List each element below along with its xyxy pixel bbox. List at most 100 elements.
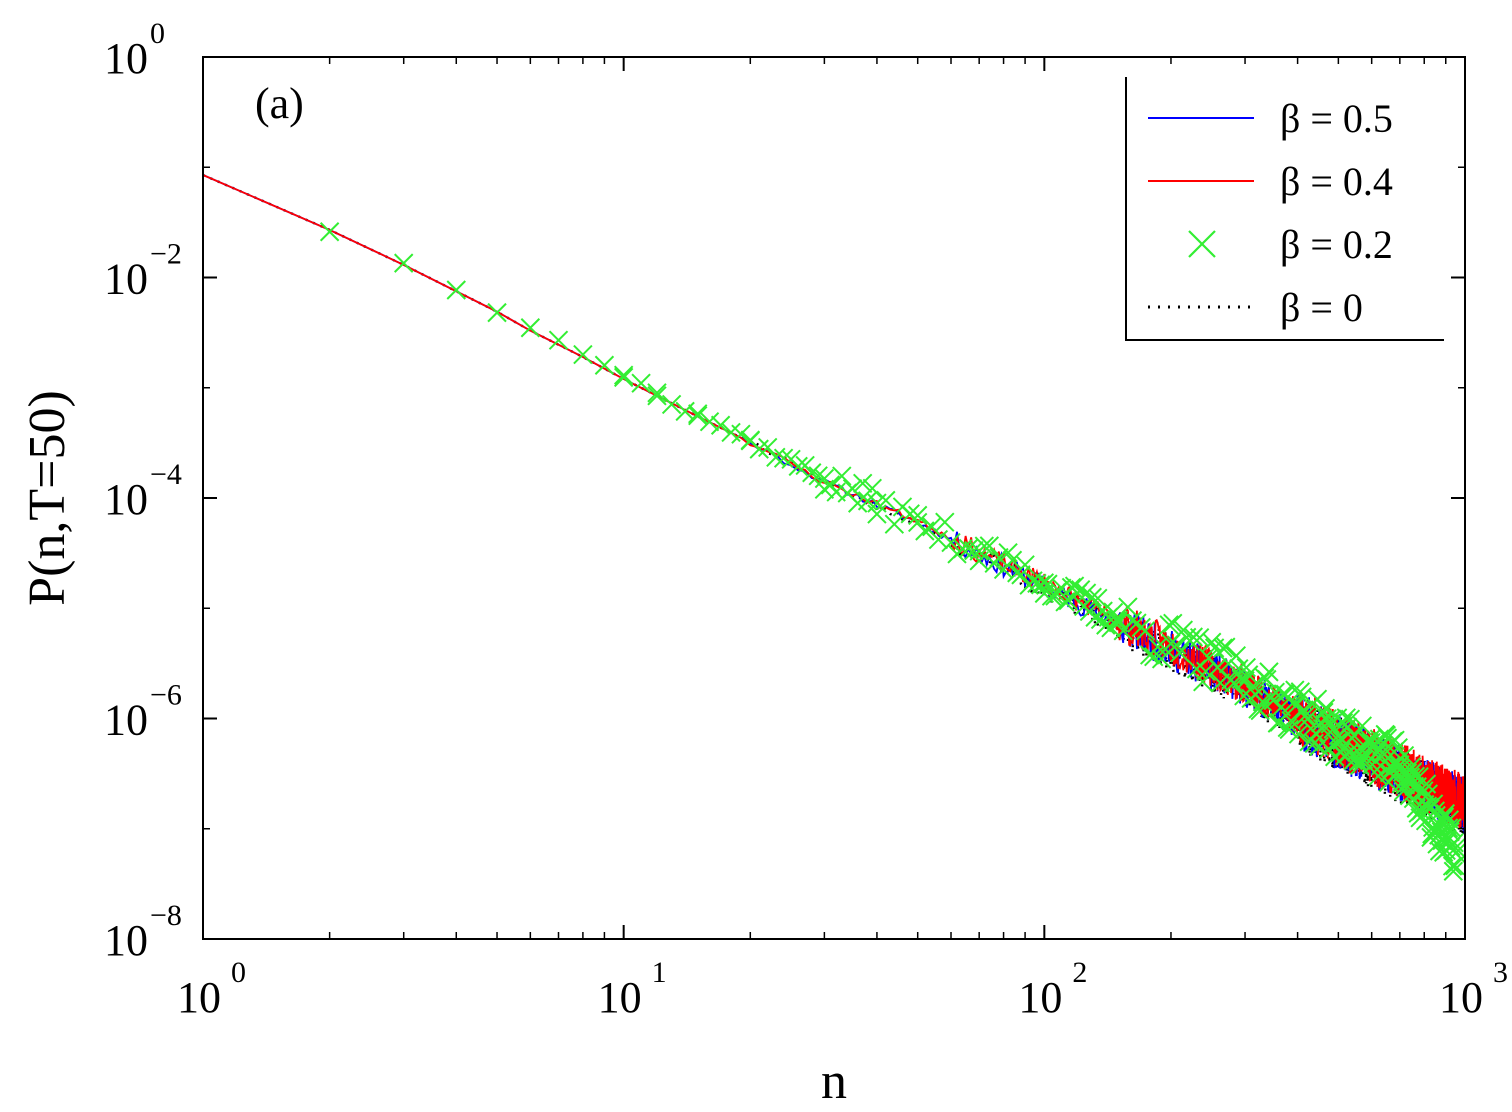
legend: β = 0.5 β = 0.4 β = 0.2 β = 0 xyxy=(1125,77,1444,341)
marker-x xyxy=(1216,637,1236,657)
y-tick-exponent: 0 xyxy=(150,17,165,50)
marker-x xyxy=(1103,602,1124,623)
marker-x xyxy=(1236,657,1256,678)
marker-x xyxy=(319,222,340,242)
marker-x xyxy=(1096,615,1116,635)
marker-x xyxy=(1011,565,1031,585)
marker-x xyxy=(573,344,593,365)
marker-x xyxy=(1259,662,1279,682)
marker-x xyxy=(631,373,651,393)
marker-x xyxy=(1443,861,1464,881)
marker-x xyxy=(1445,838,1465,858)
marker-x xyxy=(1413,798,1433,818)
y-axis-label: P(n,T=50) xyxy=(19,390,76,606)
marker-x xyxy=(1064,576,1085,596)
marker-x xyxy=(688,404,708,424)
marker-x xyxy=(941,532,961,553)
x-axis-label: n xyxy=(821,1053,847,1110)
marker-x xyxy=(1263,690,1283,711)
marker-x xyxy=(1388,738,1408,758)
marker-x xyxy=(613,365,634,385)
marker-x xyxy=(1444,833,1464,853)
y-tick-exponent: −2 xyxy=(150,238,182,271)
plot-frame xyxy=(202,56,1466,940)
x-tick-label: 10 xyxy=(1018,973,1062,1022)
x-tick-exponent: 0 xyxy=(231,956,246,989)
marker-x xyxy=(1159,615,1179,635)
marker-x xyxy=(842,479,863,499)
marker-x xyxy=(974,536,995,556)
series-beta-0.2 xyxy=(319,222,1465,881)
y-tick-label: 10 xyxy=(104,916,148,965)
marker-x xyxy=(802,463,822,483)
marker-x xyxy=(699,412,720,432)
marker-x xyxy=(900,504,920,524)
x-tick-label: 10 xyxy=(1439,973,1483,1022)
marker-x xyxy=(1394,745,1415,766)
y-tick-label: 10 xyxy=(104,34,148,83)
panel-annotation: (a) xyxy=(255,79,304,128)
marker-x xyxy=(1076,583,1097,603)
marker-x xyxy=(1183,627,1203,647)
marker-x xyxy=(1122,610,1143,631)
marker-x xyxy=(979,536,1000,556)
marker-x xyxy=(1189,627,1210,648)
x-tick-label: 10 xyxy=(598,973,642,1022)
marker-x xyxy=(1002,550,1023,570)
marker-x xyxy=(935,512,955,532)
marker-x xyxy=(852,473,873,494)
marker-x xyxy=(1135,621,1156,641)
marker-x xyxy=(1423,794,1444,814)
marker-x xyxy=(548,330,569,350)
marker-x xyxy=(1055,592,1075,612)
marker-x xyxy=(1238,665,1259,685)
marker-x xyxy=(661,394,682,415)
marker-x xyxy=(1445,855,1465,876)
marker-x xyxy=(647,383,667,403)
marker-x xyxy=(773,448,794,468)
marker-x xyxy=(731,424,751,444)
y-tick-exponent: −8 xyxy=(150,899,182,932)
marker-x xyxy=(857,491,878,511)
legend-label: β = 0.2 xyxy=(1280,222,1393,267)
y-tick-label: 10 xyxy=(104,255,148,304)
marker-x xyxy=(1088,588,1108,609)
marker-x xyxy=(749,439,769,459)
marker-x xyxy=(1202,632,1222,652)
marker-x xyxy=(487,302,507,323)
marker-x xyxy=(1440,821,1460,842)
marker-x xyxy=(1288,724,1309,744)
marker-x xyxy=(1015,555,1035,575)
marker-x xyxy=(876,490,896,511)
marker-x xyxy=(884,514,905,534)
marker-x xyxy=(1362,754,1382,775)
marker-x xyxy=(808,466,828,486)
marker-x xyxy=(1281,710,1301,731)
marker-x xyxy=(1257,669,1277,690)
marker-x xyxy=(520,318,541,338)
marker-x xyxy=(1118,597,1138,617)
marker-x xyxy=(928,529,949,550)
marker-x xyxy=(647,386,667,406)
marker-x xyxy=(1144,647,1164,667)
legend-label: β = 0 xyxy=(1280,285,1363,330)
marker-x xyxy=(710,415,731,435)
marker-x xyxy=(1352,716,1373,736)
x-tick-exponent: 3 xyxy=(1493,956,1508,989)
series-beta-0.5 xyxy=(203,174,1465,834)
y-tick-exponent: −4 xyxy=(150,458,182,491)
marker-x xyxy=(1082,587,1102,607)
marker-x xyxy=(1438,818,1459,838)
marker-x xyxy=(907,505,928,526)
marker-x xyxy=(1353,749,1374,770)
x-tick-exponent: 2 xyxy=(1072,956,1087,989)
marker-x xyxy=(1070,579,1091,600)
y-tick-label: 10 xyxy=(104,475,148,524)
marker-x xyxy=(832,466,852,486)
marker-x xyxy=(1434,807,1455,827)
legend-swatch-marker xyxy=(1188,230,1216,258)
marker-x xyxy=(1155,639,1176,659)
marker-x xyxy=(862,478,883,499)
marker-x xyxy=(1173,620,1194,640)
marker-x xyxy=(394,253,414,273)
